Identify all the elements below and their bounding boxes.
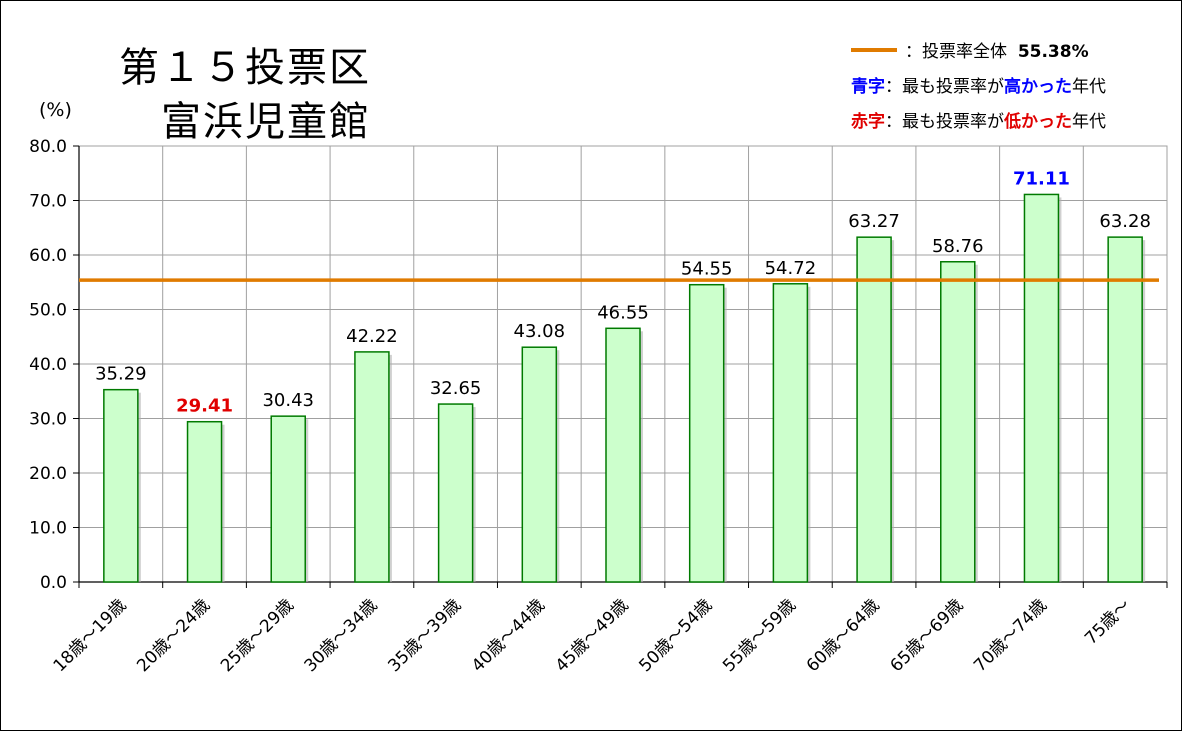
x-category-label: 40歳～44歳 <box>468 595 549 676</box>
bar <box>103 388 139 583</box>
legend-red-key: 赤字 <box>851 112 885 132</box>
legend-item-highest: 青字：最も投票率が高かった年代 <box>851 72 1106 97</box>
y-tick-label: 80.0 <box>29 137 67 157</box>
x-category-label: 35歳～39歳 <box>384 595 465 676</box>
bar <box>354 351 390 583</box>
x-category-label: 55歳～59歳 <box>719 595 800 676</box>
y-tick-label: 70.0 <box>29 192 67 212</box>
x-category-label: 18歳～19歳 <box>50 595 131 676</box>
legend-blue-text2: 年代 <box>1072 77 1106 97</box>
chart-title: 第１５投票区 <box>119 45 371 91</box>
bar-value-label: 63.27 <box>848 211 900 232</box>
y-tick-label: 20.0 <box>29 464 67 484</box>
bar <box>688 283 725 583</box>
x-category-label: 75歳～ <box>1081 595 1134 648</box>
y-tick-label: 0.0 <box>40 573 67 593</box>
legend-red-text2: 年代 <box>1072 112 1106 132</box>
bar-value-label: 32.65 <box>430 378 482 399</box>
y-tick-label: 10.0 <box>29 519 67 539</box>
x-category-label: 60歳～64歳 <box>803 595 884 676</box>
bar-value-label: 63.28 <box>1099 211 1151 232</box>
legend-line-swatch <box>851 48 897 52</box>
legend-overall-text: ：投票率全体 <box>905 42 1007 62</box>
bar-value-label: 30.43 <box>262 390 314 411</box>
y-axis-unit-label: (%) <box>39 99 72 121</box>
bar <box>856 236 892 583</box>
legend-red-emph: 低かった <box>1004 112 1072 132</box>
bar <box>270 415 306 583</box>
bar <box>940 261 976 583</box>
bar <box>521 346 558 583</box>
bar-value-label: 54.55 <box>681 259 733 280</box>
x-category-label: 30歳～34歳 <box>301 595 382 676</box>
bar <box>772 283 809 583</box>
legend-item-lowest: 赤字：最も投票率が低かった年代 <box>851 107 1106 132</box>
legend-blue-key: 青字 <box>851 77 885 97</box>
bar <box>186 420 223 583</box>
bar <box>1023 193 1060 583</box>
chart-subtitle: 富浜児童館 <box>161 99 371 145</box>
x-category-label: 45歳～49歳 <box>552 595 633 676</box>
x-category-label: 25歳～29歳 <box>217 595 298 676</box>
bar <box>1107 236 1143 583</box>
bar-value-label: 71.11 <box>1013 168 1070 189</box>
bar-value-label: 42.22 <box>346 326 398 347</box>
x-category-label: 70歳～74歳 <box>970 595 1051 676</box>
legend-red-text1: ：最も投票率が <box>885 112 1004 132</box>
legend-overall-value: 55.38% <box>1017 42 1089 62</box>
y-tick-label: 40.0 <box>29 355 67 375</box>
bar-value-label: 43.08 <box>514 321 566 342</box>
bar-value-label: 58.76 <box>932 236 984 257</box>
legend-blue-text1: ：最も投票率が <box>885 77 1004 97</box>
y-tick-label: 60.0 <box>29 246 67 266</box>
x-category-label: 65歳～69歳 <box>887 595 968 676</box>
bar-value-label: 46.55 <box>597 302 649 323</box>
x-category-label: 20歳～24歳 <box>133 595 214 676</box>
bar <box>605 327 641 583</box>
legend-item-overall: ：投票率全体 55.38% <box>851 37 1089 62</box>
legend-blue-emph: 高かった <box>1004 77 1072 97</box>
x-category-label: 50歳～54歳 <box>635 595 716 676</box>
y-tick-label: 30.0 <box>29 410 67 430</box>
bar-value-label: 29.41 <box>176 396 233 417</box>
bar-value-label: 35.29 <box>95 364 147 385</box>
y-tick-label: 50.0 <box>29 301 67 321</box>
bar-value-label: 54.72 <box>765 258 817 279</box>
bar <box>437 403 474 583</box>
